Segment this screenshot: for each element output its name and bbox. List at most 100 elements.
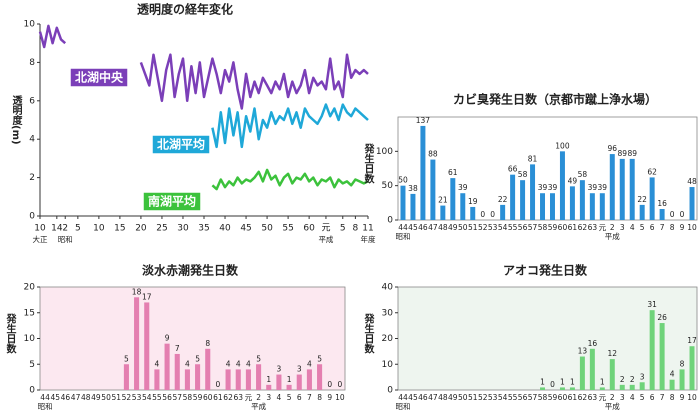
value-label: 0: [680, 210, 685, 219]
bar: [599, 387, 605, 390]
y-tick-label: 6: [29, 96, 35, 106]
value-label: 0: [550, 380, 555, 389]
x-tick-label: 9: [327, 393, 332, 402]
x-tick-label: 3: [620, 393, 625, 402]
value-label: 89: [627, 149, 637, 158]
y-tick-label: 5: [29, 360, 35, 370]
legend-box: [151, 134, 211, 155]
x-tick-label: 46: [61, 393, 71, 402]
x-tick-label: 44: [40, 393, 50, 402]
value-label: 5: [195, 354, 200, 363]
x-tick-label: 8: [353, 224, 359, 234]
y-tick-label: 0: [387, 216, 393, 226]
y-tick-label: 4: [29, 135, 35, 145]
y-tick-label: 2: [29, 173, 35, 183]
x-tick-label: 5: [640, 393, 645, 402]
x-tick-label: 5: [75, 224, 81, 234]
x-tick-label: 53: [488, 223, 498, 232]
y-axis-label: 透明度(m): [10, 94, 22, 145]
x-tick-label: 60: [303, 224, 315, 234]
value-label: 0: [480, 210, 485, 219]
bar: [669, 379, 675, 390]
value-label: 50: [398, 176, 408, 185]
y-axis-label: 発生日数: [362, 312, 375, 354]
x-tick-label: 54: [498, 223, 508, 232]
x-tick-label: 45: [240, 224, 251, 234]
value-label: 16: [657, 199, 667, 208]
x-tick-label: 47: [71, 393, 81, 402]
value-label: 5: [317, 354, 322, 363]
era-label: 平成: [251, 401, 266, 411]
bar: [589, 193, 595, 220]
value-label: 1: [266, 375, 271, 384]
value-label: 1: [560, 377, 565, 386]
bar: [619, 384, 625, 390]
bar: [510, 174, 516, 220]
bar: [569, 387, 575, 390]
x-tick-label: 55: [508, 393, 518, 402]
y-tick-label: 15: [24, 308, 35, 318]
chart-title: 淡水赤潮発生日数: [142, 263, 239, 278]
x-tick-label: 55: [508, 223, 518, 232]
y-tick-label: 8: [29, 58, 35, 68]
x-tick-label: 62: [578, 393, 588, 402]
bar: [530, 164, 536, 220]
x-tick-label: 55: [152, 393, 162, 402]
value-label: 137: [416, 116, 431, 125]
bar: [470, 206, 476, 220]
era-label: 平成: [605, 401, 620, 411]
value-label: 0: [338, 380, 343, 389]
bar: [520, 180, 526, 220]
x-tick-label: 8: [670, 393, 675, 402]
value-label: 96: [608, 144, 618, 153]
bar: [659, 209, 665, 220]
value-label: 17: [142, 292, 152, 301]
x-tick-label: 60: [558, 393, 568, 402]
x-tick-label: 59: [193, 393, 203, 402]
bar: [569, 186, 575, 220]
x-tick-label: 58: [183, 393, 193, 402]
x-tick-label: 58: [538, 223, 548, 232]
bar: [659, 323, 665, 390]
y-tick-label: 10: [382, 360, 394, 370]
value-label: 13: [578, 347, 588, 356]
era-label: 昭和: [395, 232, 410, 241]
bar: [559, 387, 565, 390]
x-tick-label: 20: [135, 224, 147, 234]
bar: [154, 369, 160, 390]
y-tick-label: 100: [376, 147, 393, 157]
value-label: 89: [617, 149, 627, 158]
x-tick-label: 60: [203, 393, 213, 402]
bar: [629, 384, 635, 390]
x-tick-label: 9: [680, 393, 685, 402]
x-tick-label: 53: [132, 393, 142, 402]
value-label: 9: [165, 334, 170, 343]
x-tick-label: 5: [287, 393, 292, 402]
x-axis-label: 年度: [361, 234, 376, 244]
y-tick-label: 0: [29, 386, 35, 396]
x-tick-label: 44: [398, 393, 408, 402]
x-tick-label: 元: [245, 393, 253, 402]
bar: [235, 369, 241, 390]
bar: [195, 364, 201, 390]
value-label: 1: [600, 377, 605, 386]
value-label: 0: [670, 210, 675, 219]
x-tick-label: 7: [660, 223, 665, 232]
x-tick-label: 56: [162, 393, 172, 402]
value-label: 88: [428, 150, 438, 159]
bar: [266, 384, 272, 390]
x-tick-label: 元: [599, 223, 607, 232]
x-tick-label: 10: [34, 224, 46, 234]
x-tick-label: 61: [568, 223, 578, 232]
bar: [430, 159, 436, 220]
bar: [420, 125, 426, 220]
y-tick-label: 40: [382, 283, 394, 293]
x-tick-label: 61: [568, 393, 578, 402]
x-tick-label: 51: [111, 393, 121, 402]
x-tick-label: 45: [408, 393, 418, 402]
x-tick-label: 51: [468, 393, 478, 402]
era-label: 平成: [318, 234, 333, 244]
x-tick-label: 60: [558, 223, 568, 232]
bar: [639, 382, 645, 390]
bar: [679, 369, 685, 390]
